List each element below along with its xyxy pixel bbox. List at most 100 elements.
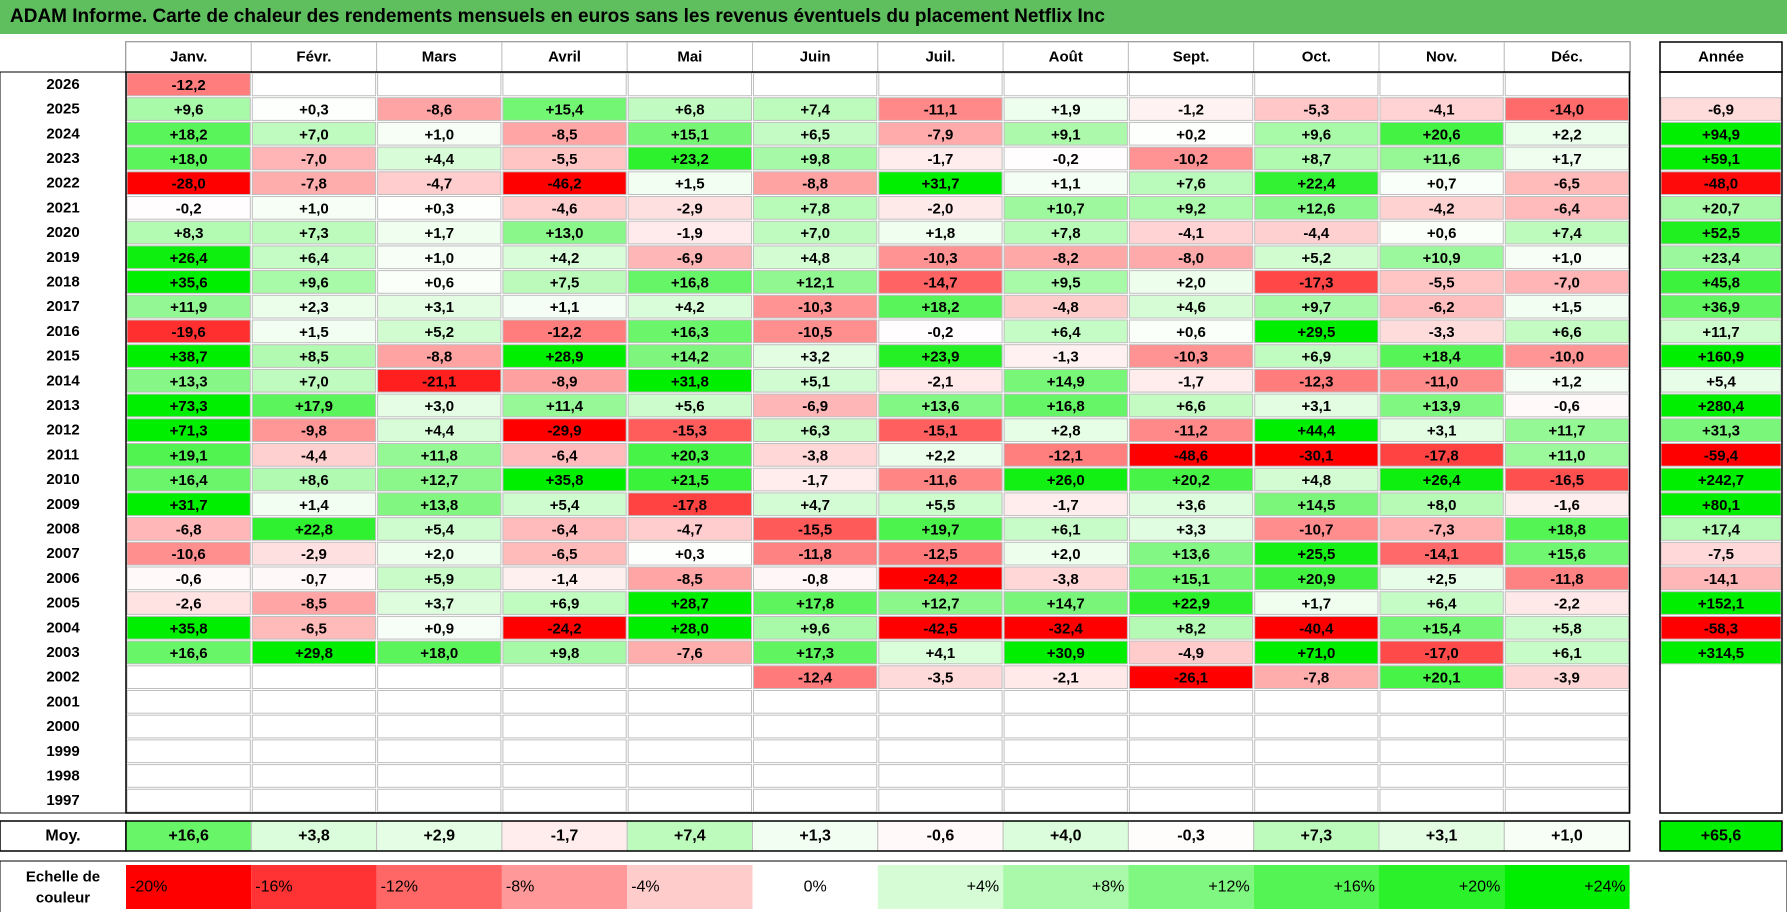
heatmap-cell: [377, 368, 502, 393]
year-label: 1998: [46, 767, 79, 784]
heatmap-cell-value: +1,0: [1552, 250, 1582, 267]
heatmap-cell-value: +3,1: [424, 299, 454, 316]
heatmap-cell-value: -11,2: [1174, 423, 1207, 440]
month-header-label: Juin: [800, 49, 831, 66]
heatmap-cell: [1254, 492, 1379, 517]
heatmap-cell: [1504, 171, 1630, 196]
year-label: 2022: [46, 175, 79, 192]
heatmap-cell-value: +8,0: [1427, 497, 1457, 514]
heatmap-cell-value: +28,7: [671, 596, 709, 613]
month-header-label: Juil.: [925, 49, 955, 66]
month-header-label: Déc.: [1551, 49, 1583, 66]
heatmap-cell-value: +10,7: [1047, 200, 1085, 217]
heatmap-cell: [627, 146, 753, 171]
heatmap-cell: [502, 739, 627, 764]
average-annual-value: +65,6: [1701, 828, 1742, 845]
heatmap-cell: [1254, 443, 1379, 467]
heatmap-cell: [251, 443, 377, 467]
heatmap-cell: [251, 196, 377, 220]
heatmap-cell-value: -12,1: [1049, 447, 1083, 464]
heatmap-cell: [502, 467, 627, 492]
heatmap-cell: [753, 146, 878, 171]
annual-cell-value: -6,9: [1708, 102, 1734, 119]
heatmap-cell-value: +2,2: [926, 447, 956, 464]
annual-cell: [1660, 319, 1782, 344]
heatmap-cell-value: +3,1: [1427, 423, 1457, 440]
heatmap-cell: [1379, 788, 1504, 813]
heatmap-cell: [1379, 393, 1504, 418]
heatmap-cell-value: +13,8: [420, 497, 458, 514]
heatmap-cell-value: +2,0: [1051, 546, 1081, 563]
heatmap-cell: [1254, 665, 1379, 689]
month-header-cell: [877, 41, 1004, 73]
heatmap-cell: [377, 690, 502, 714]
heatmap-cell: [1003, 245, 1128, 270]
heatmap-cell-value: -46,2: [547, 176, 581, 193]
heatmap-cell: [1128, 640, 1254, 665]
heatmap-cell-value: -0,6: [1554, 398, 1580, 415]
heatmap-cell: [627, 294, 753, 319]
heatmap-cell-value: -10,3: [923, 250, 957, 267]
heatmap-cell-value: +35,8: [170, 620, 208, 637]
heatmap-cell-value: +1,8: [926, 225, 956, 242]
average-cell: [1002, 820, 1129, 852]
heatmap-cell-value: +26,4: [1423, 472, 1462, 489]
heatmap-cell: [878, 443, 1003, 467]
heatmap-cell: [1254, 72, 1379, 97]
heatmap-cell-value: -12,5: [923, 546, 957, 563]
heatmap-cell: [377, 146, 502, 171]
year-label: 2005: [46, 595, 79, 612]
heatmap-cell: [1379, 492, 1504, 517]
heatmap-cell-value: +8,5: [299, 349, 329, 366]
heatmap-cell: [753, 492, 878, 517]
heatmap-cell-value: -2,1: [1053, 670, 1079, 687]
heatmap-cell: [1504, 344, 1630, 368]
heatmap-cell: [251, 739, 377, 764]
heatmap-cell: [502, 344, 627, 368]
heatmap-cell: [377, 294, 502, 319]
heatmap-cell: [126, 393, 251, 418]
heatmap-cell: [753, 270, 878, 294]
heatmap-cell-value: -11,0: [1425, 373, 1458, 390]
average-cell: [626, 820, 754, 852]
heatmap-cell: [753, 121, 878, 146]
heatmap-cell: [1254, 566, 1379, 591]
heatmap-cell-value: -7,8: [301, 176, 327, 193]
heatmap-cell: [878, 245, 1003, 270]
heatmap-cell-value: +13,6: [1172, 546, 1210, 563]
heatmap-cell: [878, 541, 1003, 566]
heatmap-cell-value: +73,3: [170, 398, 208, 415]
heatmap-cell: [377, 591, 502, 615]
heatmap-cell: [878, 714, 1003, 739]
annual-cell: [1661, 73, 1781, 96]
heatmap-cell: [627, 467, 753, 492]
heatmap-cell: [126, 196, 251, 220]
annual-cell: [1661, 789, 1781, 812]
heatmap-cell: [753, 640, 878, 665]
year-label: 2019: [46, 249, 79, 266]
heatmap-cell-value: +6,9: [1302, 349, 1332, 366]
heatmap-cell-value: +8,7: [1302, 151, 1332, 168]
heatmap-cell-value: +3,7: [424, 596, 454, 613]
heatmap-cell-value: +12,7: [420, 472, 458, 489]
heatmap-cell-value: -14,7: [923, 274, 957, 291]
heatmap-cell: [1254, 418, 1379, 442]
heatmap-cell: [1254, 245, 1379, 270]
heatmap-cell: [502, 492, 627, 517]
heatmap-cell: [502, 690, 627, 714]
heatmap-cell: [1504, 665, 1630, 689]
heatmap-cell: [251, 665, 377, 689]
heatmap-cell: [1254, 344, 1379, 368]
heatmap-cell: [1128, 319, 1254, 344]
heatmap-cell: [1254, 690, 1379, 714]
heatmap-cell: [627, 72, 753, 97]
annual-cell-value: +152,1: [1698, 596, 1744, 613]
heatmap-cell: [377, 517, 502, 541]
heatmap-cell-value: +44,4: [1297, 423, 1336, 440]
heatmap-cell-value: +26,4: [170, 250, 209, 267]
heatmap-cell-value: +1,4: [299, 497, 329, 514]
annual-cell: [1660, 566, 1782, 591]
heatmap-cell: [1379, 196, 1504, 220]
heatmap-cell-value: +1,0: [299, 200, 329, 217]
heatmap-cell: [1128, 665, 1254, 689]
